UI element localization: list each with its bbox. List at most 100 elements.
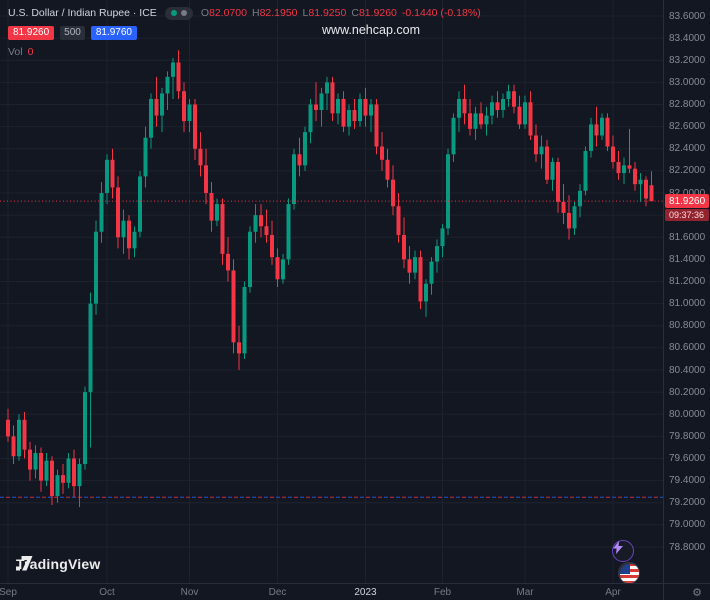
candle-body — [413, 257, 417, 273]
high-label: H — [251, 7, 260, 19]
candle-body — [187, 104, 192, 122]
volume-label: Vol — [8, 46, 23, 58]
candle-body — [501, 98, 505, 111]
candle-body — [369, 104, 373, 116]
price-axis-label: 80.6000 — [669, 342, 706, 354]
candle-body — [380, 146, 384, 160]
candle-body — [50, 460, 54, 497]
price-axis-label: 82.0000 — [669, 187, 706, 199]
candle-body — [176, 62, 181, 92]
candle-body — [154, 98, 159, 116]
candle-body — [286, 204, 291, 260]
candle-body — [600, 117, 604, 136]
quick-alert-button[interactable] — [612, 540, 634, 562]
sell-order-badge[interactable]: 81.9260 — [8, 26, 55, 40]
candle-body — [319, 93, 324, 111]
candle-body — [451, 117, 456, 155]
candle-body — [506, 91, 511, 99]
candle-body — [556, 162, 560, 202]
chart-legend: U.S. Dollar / Indian Rupee · ICE O82.070… — [8, 5, 481, 58]
low-label: L — [302, 7, 309, 19]
buy-order-badge[interactable]: 81.9760 — [90, 26, 137, 40]
candle-body — [127, 220, 131, 249]
candle-body — [66, 458, 71, 483]
candle-body — [363, 98, 368, 116]
candle-body — [330, 82, 335, 114]
time-axis[interactable]: Sep Oct Nov Dec 2023 Feb Mar Apr — [0, 583, 663, 600]
candle-body — [611, 146, 615, 163]
candle-body — [270, 235, 274, 258]
tradingview-logo-icon — [16, 556, 33, 571]
last-price-badge[interactable]: 81.9260 — [665, 194, 710, 209]
symbol-title[interactable]: U.S. Dollar / Indian Rupee · ICE — [8, 7, 157, 19]
candle-body — [627, 165, 632, 169]
candle-body — [248, 231, 252, 288]
candle-body — [259, 215, 263, 227]
candle-body — [72, 458, 76, 487]
candle-body — [578, 190, 582, 207]
candle-body — [143, 137, 148, 177]
price-axis-label: 82.4000 — [669, 143, 706, 155]
candle-body — [594, 124, 599, 136]
candle-body — [242, 287, 247, 354]
close-value: 81.9260 — [358, 7, 397, 19]
candle-body — [220, 204, 225, 254]
order-labels-row: 81.9260 500 81.9760 — [8, 26, 481, 40]
candle-body — [484, 115, 489, 125]
price-axis-label: 80.0000 — [669, 408, 706, 420]
price-axis-label: 81.0000 — [669, 298, 706, 310]
candle-body — [77, 464, 82, 487]
axis-settings-corner[interactable]: ⚙ — [663, 583, 710, 600]
candle-body — [193, 104, 197, 149]
visibility-icon — [180, 10, 187, 16]
low-value: 81.9250 — [308, 7, 347, 19]
candle-body — [314, 104, 318, 111]
candle-body — [517, 106, 522, 125]
candle-body — [132, 231, 137, 249]
candle-body — [336, 98, 340, 114]
candle-body — [402, 235, 406, 260]
candle-body — [209, 193, 214, 221]
candle-body — [616, 162, 621, 174]
price-axis-label: 81.4000 — [669, 253, 706, 265]
lightning-icon — [613, 541, 623, 554]
symbol-status-pill[interactable] — [164, 6, 193, 20]
candle-body — [633, 168, 637, 185]
candle-body — [523, 102, 527, 125]
candle-body — [44, 460, 49, 481]
time-axis-label: Nov — [180, 587, 199, 598]
price-axis[interactable]: 81.9260 09:37:36 83.6000 83.4000 83.2000 83… — [663, 0, 710, 583]
volume-row[interactable]: Vol 0 — [8, 46, 481, 58]
price-axis-label: 80.4000 — [669, 364, 706, 376]
candlestick-chart[interactable] — [0, 0, 663, 583]
candle-body — [253, 215, 258, 232]
market-open-dot-icon — [170, 10, 177, 16]
gear-icon[interactable]: ⚙ — [692, 586, 702, 599]
last-price-label-group[interactable]: 81.9260 09:37:36 — [665, 194, 710, 222]
ohlc-values: O82.0700 H82.1950 L81.9250 C81.9260 -0.1… — [201, 7, 481, 19]
time-axis-label: Dec — [268, 587, 287, 598]
candle-body — [215, 204, 219, 221]
candle-body — [297, 154, 302, 166]
price-axis-label: 79.2000 — [669, 497, 706, 509]
candle-body — [347, 110, 351, 127]
candle-body — [644, 179, 648, 199]
candle-body — [149, 98, 153, 138]
tradingview-logo-text: TradingView — [16, 556, 101, 572]
candle-body — [6, 419, 10, 437]
candle-body — [231, 270, 236, 343]
candle-body — [440, 228, 445, 247]
candle-body — [39, 452, 43, 481]
price-axis-label: 80.8000 — [669, 320, 706, 332]
candle-body — [83, 392, 87, 465]
candle-body — [545, 146, 549, 180]
tradingview-logo[interactable]: TradingView — [16, 556, 100, 572]
order-quantity-badge[interactable]: 500 — [60, 26, 85, 40]
candle-body — [638, 179, 643, 185]
candle-body — [583, 150, 588, 191]
candle-body — [429, 261, 434, 284]
country-flag-button[interactable] — [618, 562, 640, 583]
chart-pane[interactable]: U.S. Dollar / Indian Rupee · ICE O82.070… — [0, 0, 663, 583]
candle-body — [303, 132, 307, 166]
candle-body — [264, 226, 269, 236]
